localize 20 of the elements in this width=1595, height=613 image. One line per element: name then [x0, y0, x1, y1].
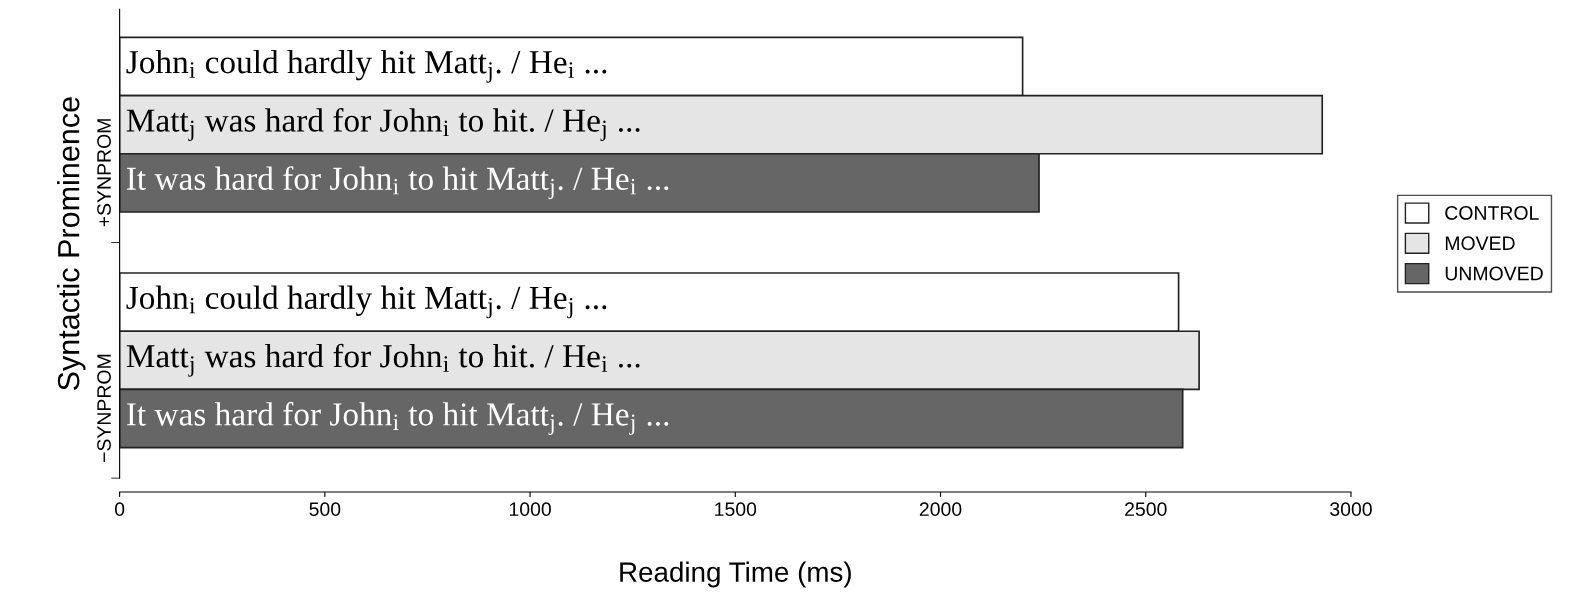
data-label: Matt$_{j}$ was hard for John$_{i}$ to hit. / He$_{j}$ ... [126, 108, 640, 142]
data-label: John$_{i}$ could hardly hit Matt$_{j}$. / He$_{i}$ ... [126, 49, 607, 83]
x-tick-label: 2000 [919, 502, 962, 517]
data-label: It was hard for John$_{i}$ to hit Matt$_{j}$. / He$_{j}$ ... [126, 401, 669, 435]
legend-label: MOVED [1445, 236, 1515, 251]
y-axis-title: Syntactic Prominence [57, 97, 86, 391]
y-tick-label: −SYNPROM [97, 354, 111, 462]
legend-label: UNMOVED [1445, 266, 1543, 281]
x-tick-label: 500 [309, 502, 341, 517]
y-tick-label: +SYNPROM [97, 119, 111, 227]
x-tick-label: 0 [114, 502, 125, 517]
x-tick-label: 1000 [509, 502, 551, 517]
x-tick-label: 3000 [1330, 502, 1372, 517]
legend-label: CONTROL [1445, 206, 1539, 220]
data-label: It was hard for John$_{i}$ to hit Matt$_{j}$. / He$_{i}$ ... [126, 166, 669, 200]
data-label: Matt$_{j}$ was hard for John$_{i}$ to hit. / He$_{i}$ ... [126, 343, 640, 377]
x-tick-label: 2500 [1125, 502, 1167, 517]
x-axis-title: Reading Time (ms) [620, 561, 851, 588]
x-tick-label: 1500 [715, 502, 757, 517]
data-label: John$_{i}$ could hardly hit Matt$_{j}$. / He$_{j}$ ... [126, 285, 607, 319]
